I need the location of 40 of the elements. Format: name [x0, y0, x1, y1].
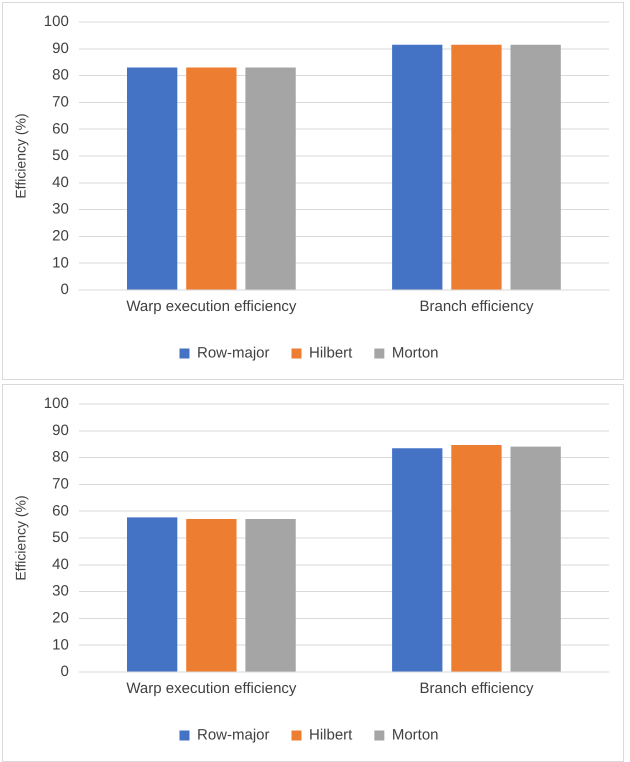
y-tick-label: 90 [52, 422, 69, 439]
y-axis-title: Efficiency (%) [12, 113, 28, 199]
y-tick-label: 100 [44, 13, 69, 30]
y-tick-label: 40 [52, 174, 69, 191]
y-tick-label: 10 [52, 254, 69, 272]
y-tick-label: 20 [52, 228, 69, 245]
y-axis-title: Efficiency (%) [12, 495, 28, 581]
y-tick-label: 70 [52, 476, 69, 493]
y-tick-label: 60 [52, 502, 69, 520]
x-tick-label: Warp execution efficiency [126, 680, 297, 698]
bar [245, 518, 296, 672]
bar [392, 448, 442, 672]
legend-label: Row-major [196, 726, 270, 744]
y-tick-label: 30 [52, 200, 69, 218]
x-tick-label: Branch efficiency [419, 298, 534, 316]
y-tick-label: 90 [52, 40, 69, 57]
bar [451, 445, 502, 672]
bar [186, 518, 237, 672]
y-tick-label: 50 [52, 147, 69, 164]
bar [510, 446, 561, 672]
y-tick-label: 10 [52, 636, 69, 654]
legend-label: Hilbert [308, 726, 354, 744]
y-tick-label: 60 [52, 120, 69, 138]
legend-label: Row-major [196, 344, 270, 362]
y-tick-label: 50 [52, 529, 69, 546]
y-tick-label: 80 [52, 66, 69, 84]
legend-label: Morton [392, 344, 439, 362]
legend-label: Hilbert [308, 344, 354, 362]
bar [127, 517, 178, 672]
y-tick-label: 20 [52, 610, 69, 627]
y-tick-label: 0 [60, 281, 69, 298]
y-tick-label: 0 [60, 663, 69, 680]
y-tick-label: 40 [52, 556, 69, 573]
y-tick-label: 100 [44, 395, 69, 412]
x-tick-label: Branch efficiency [419, 680, 534, 698]
y-tick-label: 70 [52, 94, 69, 111]
y-tick-label: 30 [52, 582, 69, 600]
legend-label: Morton [392, 726, 439, 744]
y-tick-label: 80 [52, 448, 69, 466]
x-tick-label: Warp execution efficiency [126, 298, 297, 316]
